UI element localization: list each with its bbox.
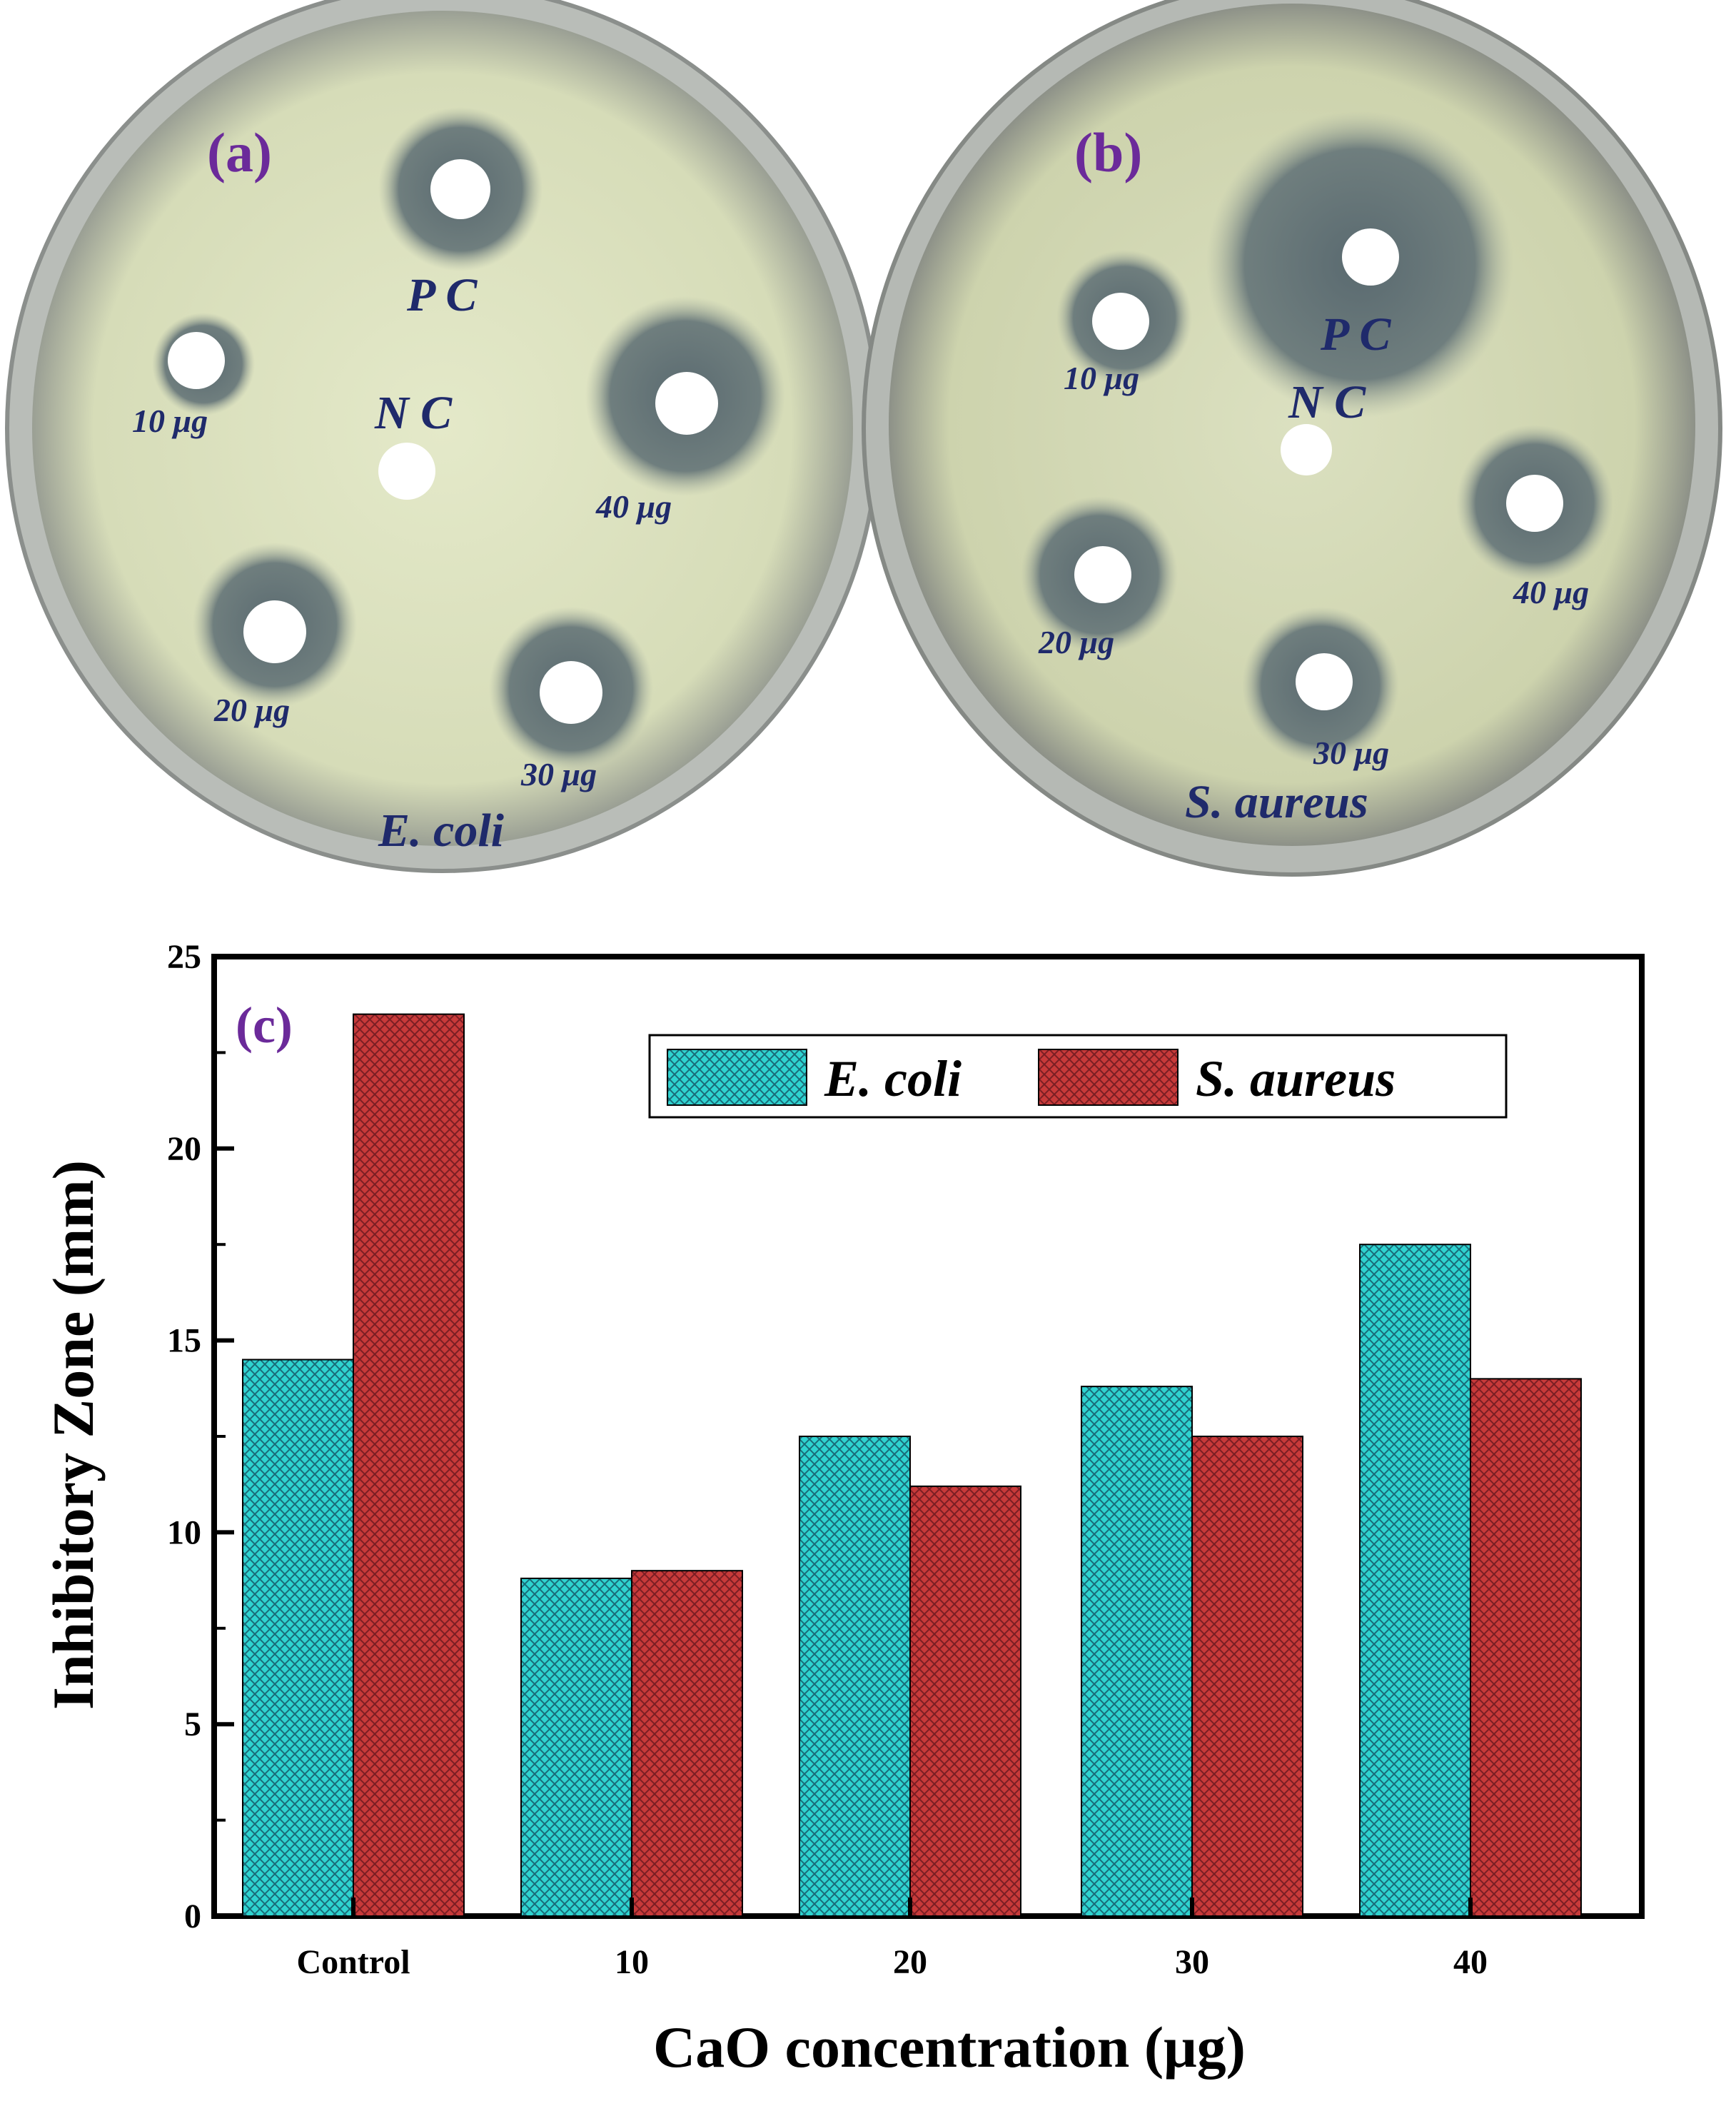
y-tick-label-0: 0 [184, 1898, 201, 1935]
x-tick-label-20: 20 [893, 1943, 927, 1981]
bar-ecoli-control [242, 1359, 354, 1917]
bar-ecoli-20 [799, 1436, 911, 1917]
disc-pc-b [1342, 228, 1399, 286]
y-tick-label-20: 20 [167, 1130, 201, 1168]
label-10-b: 10 μg [1064, 360, 1139, 396]
label-nc-a: N C [374, 387, 453, 439]
legend-swatch-saureus [1038, 1049, 1179, 1106]
label-40-b: 40 μg [1513, 574, 1589, 610]
y-axis: 0 5 10 15 20 25 [167, 938, 234, 1935]
panel-letter-a: (a) [207, 121, 272, 183]
legend: E. coli S. aureus [648, 1034, 1508, 1119]
label-30-a: 30 μg [520, 756, 597, 792]
y-tick-label-15: 15 [167, 1322, 201, 1360]
disc-10-a [168, 332, 225, 389]
x-axis-title: CaO concentration (μg) [653, 2015, 1246, 2080]
y-tick-label-25: 25 [167, 938, 201, 976]
bar-saureus-40 [1470, 1378, 1582, 1917]
disc-nc-a [378, 443, 435, 500]
petri-dish-b: (b) P C N C 10 μg 40 μg 20 μg 30 μg S. a… [862, 0, 1722, 877]
disc-pc-a [430, 159, 490, 219]
disc-20-a [243, 600, 306, 663]
disc-30-b [1296, 653, 1353, 710]
disc-10-b [1092, 293, 1149, 350]
disc-20-b [1074, 546, 1131, 603]
label-pc-b: P C [1320, 308, 1391, 361]
bar-chart: 0 5 10 15 20 25 Control 10 20 30 40 (c) E. coli S… [41, 938, 1645, 2080]
legend-label-saureus: S. aureus [1196, 1050, 1396, 1107]
label-10-a: 10 μg [132, 403, 208, 439]
x-tick-label-40: 40 [1453, 1943, 1488, 1981]
label-pc-a: P C [406, 269, 478, 321]
x-axis: Control 10 20 30 40 [296, 1898, 1488, 1981]
panel-letter-c: (c) [236, 997, 293, 1054]
petri-dish-a: (a) P C N C 10 μg 40 μg 20 μg 30 μg E. c… [5, 0, 880, 873]
organism-a: E. coli [378, 805, 505, 857]
organism-b: S. aureus [1185, 776, 1368, 828]
label-20-a: 20 μg [213, 692, 290, 728]
bar-ecoli-10 [520, 1577, 632, 1918]
disc-30-a [540, 661, 602, 724]
bar-saureus-20 [909, 1485, 1021, 1917]
label-40-a: 40 μg [595, 488, 672, 525]
bar-saureus-30 [1191, 1436, 1303, 1917]
bars-group [242, 1013, 1582, 1918]
bar-ecoli-30 [1081, 1386, 1193, 1918]
legend-swatch-ecoli [667, 1049, 807, 1106]
bar-saureus-10 [631, 1570, 743, 1917]
label-30-b: 30 μg [1313, 735, 1389, 771]
x-tick-label-30: 30 [1175, 1943, 1209, 1981]
x-tick-label-control: Control [296, 1943, 410, 1981]
label-nc-b: N C [1288, 376, 1366, 428]
y-axis-title: Inhibitory Zone (mm) [41, 1160, 106, 1710]
disc-40-b [1506, 475, 1563, 532]
legend-label-ecoli: E. coli [824, 1050, 962, 1107]
y-tick-label-5: 5 [184, 1706, 201, 1743]
panel-letter-b: (b) [1074, 121, 1142, 183]
disc-40-a [655, 372, 718, 435]
label-20-b: 20 μg [1038, 624, 1114, 660]
bar-ecoli-40 [1359, 1244, 1471, 1917]
x-tick-label-10: 10 [615, 1943, 649, 1981]
y-tick-label-10: 10 [167, 1513, 201, 1551]
disc-nc-b [1281, 424, 1332, 475]
bar-saureus-control [353, 1013, 465, 1917]
